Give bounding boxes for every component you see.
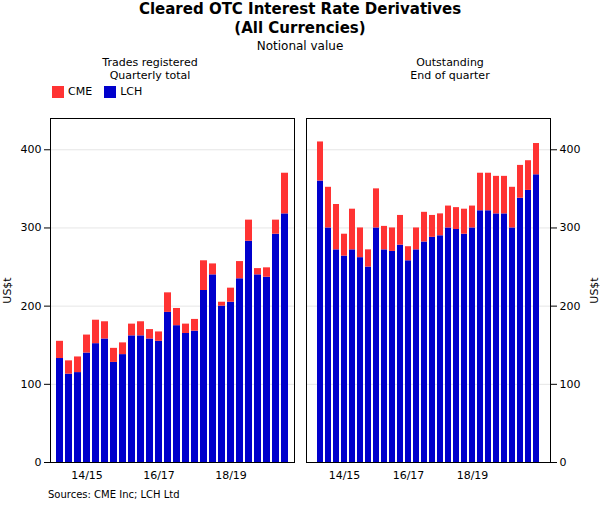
svg-text:US$t: US$t: [588, 277, 600, 304]
html-text:Outstanding: Outstanding: [416, 56, 484, 69]
html-text:Cleared OTC Interest Rate Deri: Cleared OTC Interest Rate Derivatives: [138, 0, 462, 18]
svg-text:US$t: US$t: [1, 277, 14, 304]
svg-text:0: 0: [35, 456, 42, 469]
svg-text:16/17: 16/17: [393, 469, 425, 482]
svg-text:200: 200: [560, 300, 581, 313]
html-text:Notional value: Notional value: [256, 39, 344, 53]
svg-text:400: 400: [560, 143, 581, 156]
html-text:(All Currencies): (All Currencies): [234, 19, 366, 37]
svg-text:14/15: 14/15: [329, 469, 361, 482]
html-text:CME: CME: [68, 85, 93, 98]
html-text:End of quarter: End of quarter: [410, 69, 490, 82]
svg-text:200: 200: [21, 300, 42, 313]
svg-text:100: 100: [560, 378, 581, 391]
svg-text:18/19: 18/19: [215, 469, 247, 482]
html-text:LCH: LCH: [120, 85, 143, 98]
svg-text:300: 300: [21, 221, 42, 234]
svg-text:400: 400: [21, 143, 42, 156]
svg-text:18/19: 18/19: [457, 469, 489, 482]
html-text:Sources: CME Inc; LCH Ltd: Sources: CME Inc; LCH Ltd: [48, 489, 180, 500]
svg-text:16/17: 16/17: [143, 469, 175, 482]
svg-text:14/15: 14/15: [71, 469, 103, 482]
svg-text:100: 100: [21, 378, 42, 391]
html-text:Trades registered: Trades registered: [102, 56, 198, 69]
html-text:Quarterly total: Quarterly total: [109, 69, 191, 82]
svg-text:300: 300: [560, 221, 581, 234]
svg-text:0: 0: [560, 456, 567, 469]
